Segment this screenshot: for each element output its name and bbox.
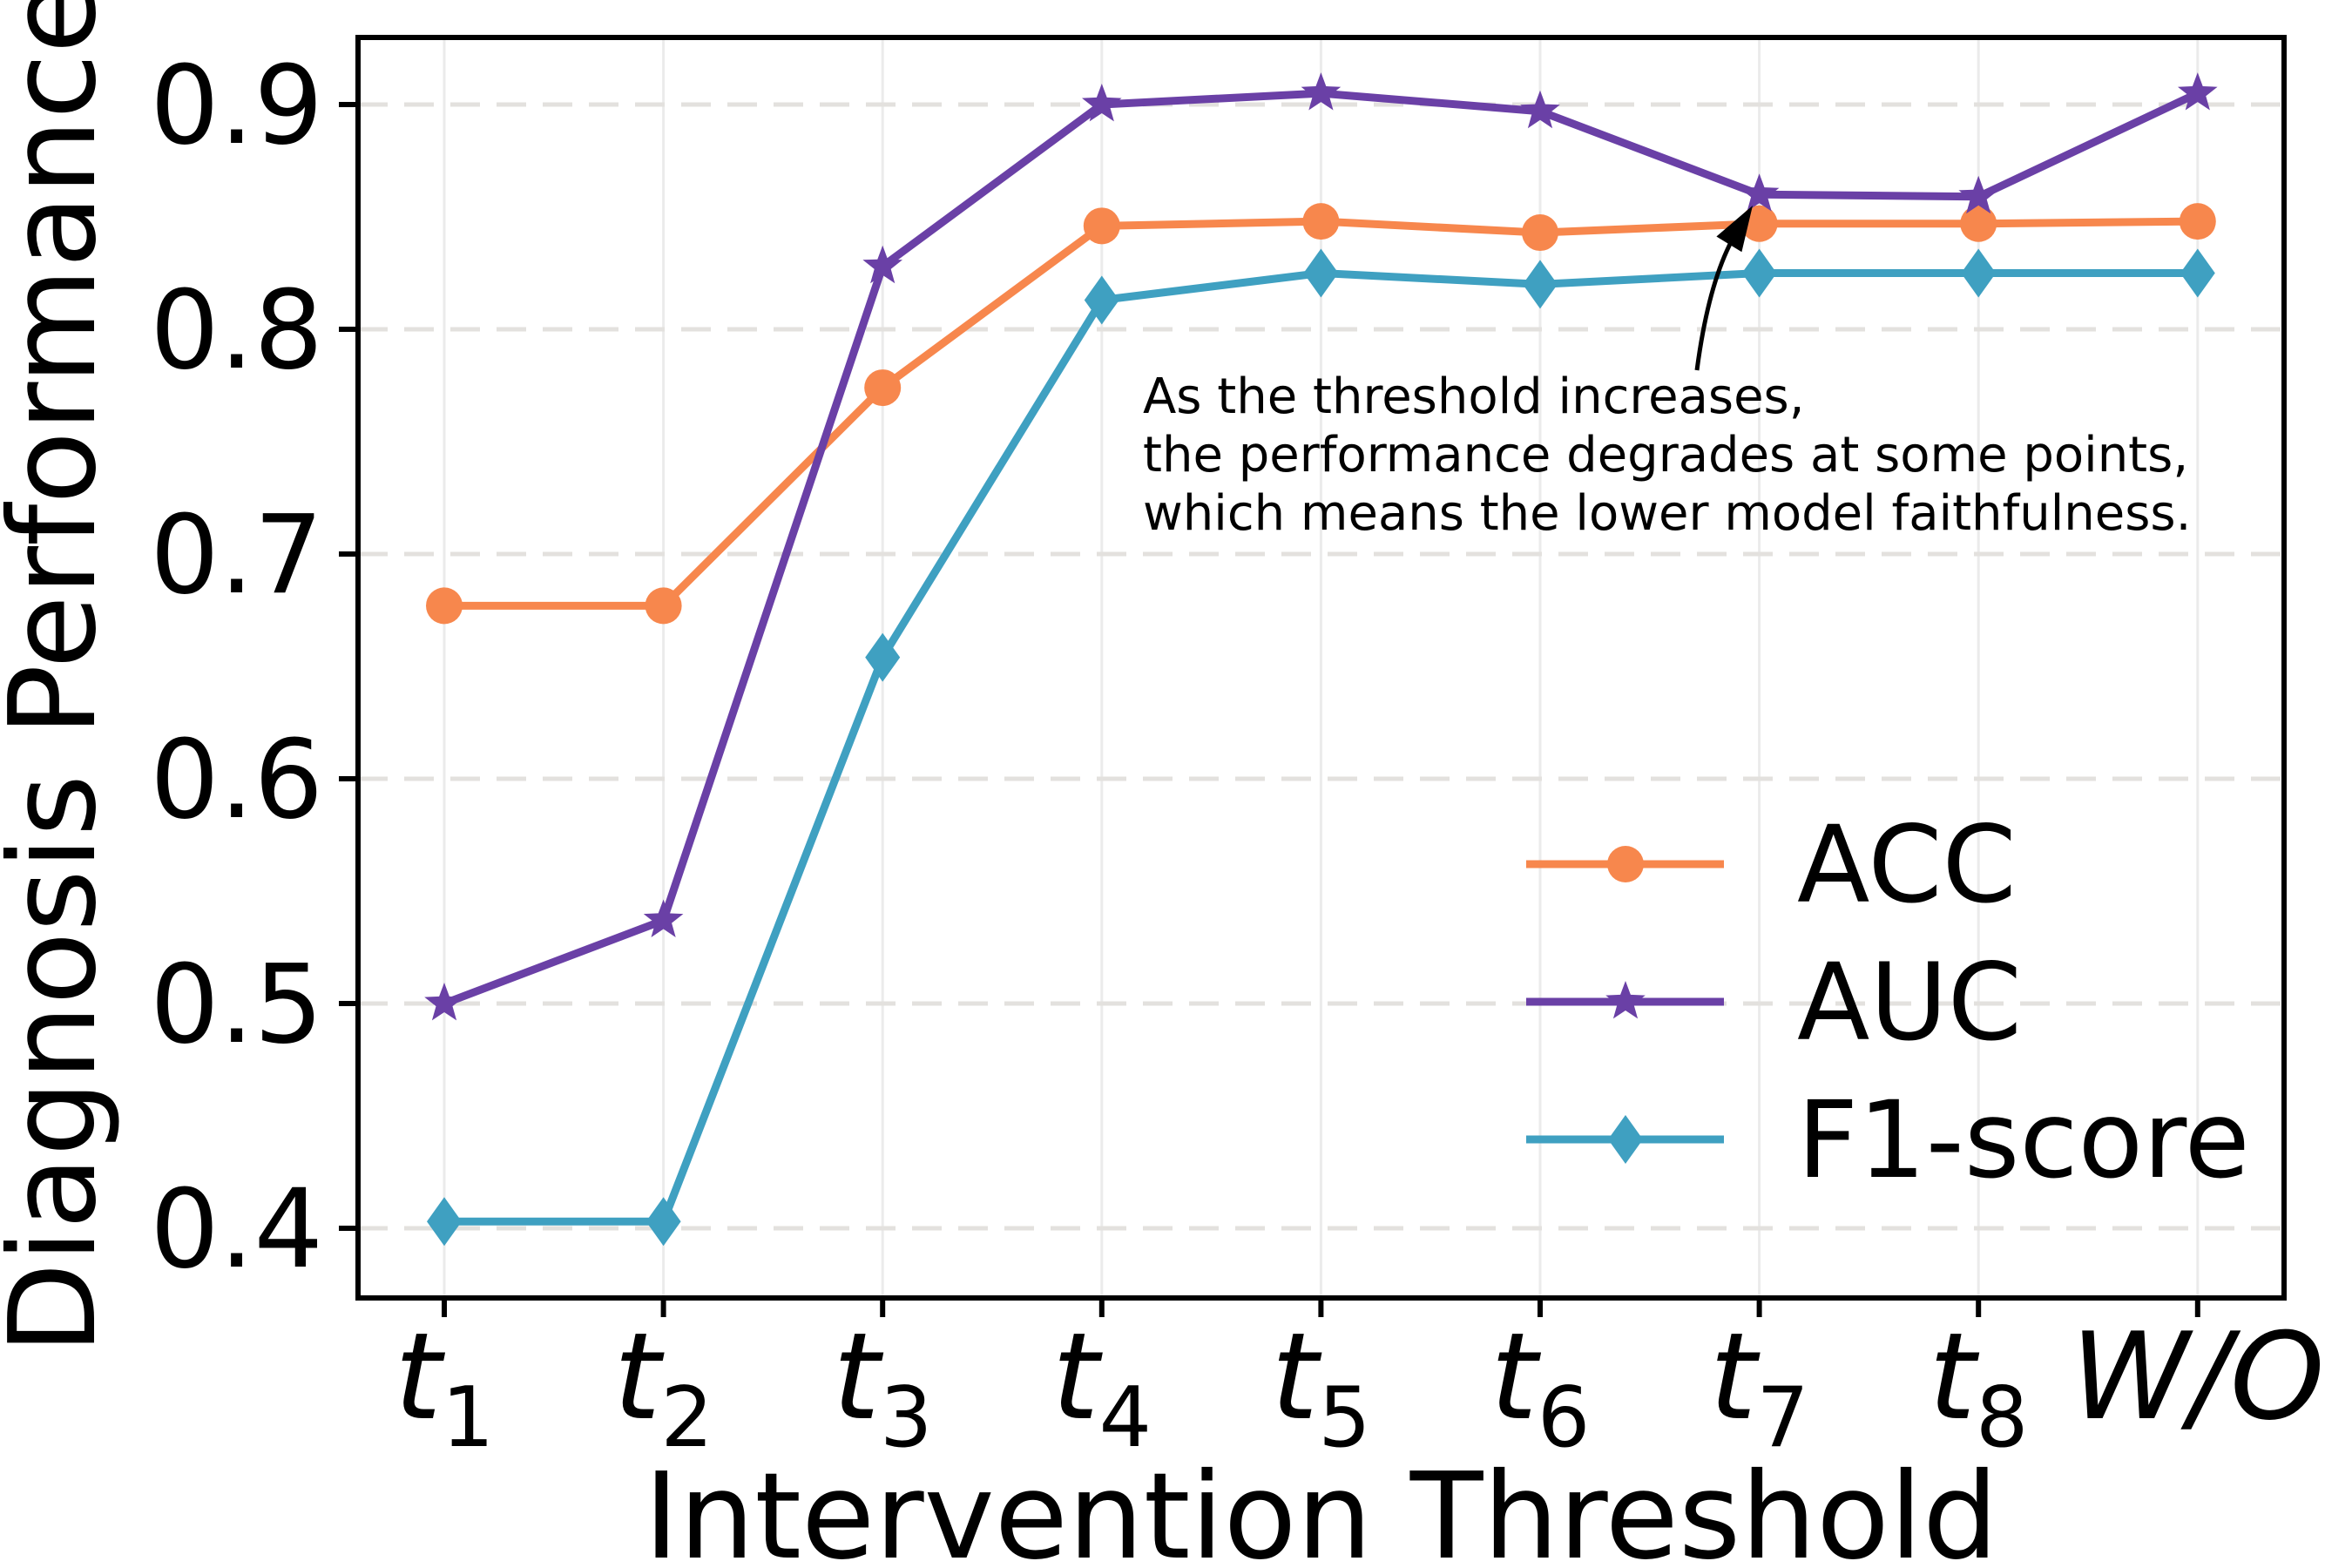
marker-ACC xyxy=(426,587,463,625)
marker-F1-score xyxy=(427,1197,462,1247)
marker-AUC xyxy=(2178,72,2218,111)
marker-ACC xyxy=(1302,203,1340,240)
x-tick-label: t8 xyxy=(1929,1307,2029,1466)
marker-ACC xyxy=(864,369,902,407)
axis-ticks xyxy=(339,102,2200,1317)
y-tick-label: 0.6 xyxy=(150,717,323,843)
legend-label-auc: AUC xyxy=(1797,941,2022,1064)
tick-labels: 0.4 0.5 0.6 0.7 0.8 0.9 t1 t2 t3 t4 t5 t6 t7 t8 W/O xyxy=(150,43,2324,1466)
x-tick-label: W/O xyxy=(2071,1307,2325,1447)
marker-AUC xyxy=(643,899,684,937)
x-tick-label: t4 xyxy=(1052,1307,1152,1466)
annotation-text-line3: which means the lower model faithfulness… xyxy=(1143,485,2191,542)
x-tick-label: t7 xyxy=(1709,1307,1809,1466)
marker-AUC xyxy=(1958,175,1998,214)
marker-AUC xyxy=(862,245,902,284)
data-series xyxy=(424,72,2218,1247)
marker-AUC xyxy=(1301,72,1342,111)
x-tick-label: t6 xyxy=(1490,1307,1591,1466)
annotation-arrow xyxy=(1694,229,1740,371)
x-tick-label: t3 xyxy=(833,1307,933,1466)
y-tick-label: 0.5 xyxy=(150,942,323,1068)
marker-AUC xyxy=(1520,90,1560,129)
legend-swatch-marker-AUC xyxy=(1605,981,1646,1019)
series-F1-score xyxy=(427,248,2215,1247)
annotation-text-line2: the performance degrades at some points, xyxy=(1143,427,2188,483)
annotation-text-line1: As the threshold increases, xyxy=(1143,368,1805,425)
x-tick-label: t2 xyxy=(613,1307,713,1466)
marker-F1-score xyxy=(865,632,901,682)
marker-AUC xyxy=(424,983,464,1021)
plot-border xyxy=(355,35,2287,1301)
marker-F1-score xyxy=(1523,260,1558,309)
y-tick-label: 0.7 xyxy=(150,492,323,618)
legend: ACC AUC F1-score xyxy=(1526,803,2250,1202)
marker-ACC xyxy=(1960,205,1997,242)
y-tick-label: 0.4 xyxy=(150,1166,323,1293)
marker-AUC xyxy=(1082,84,1122,122)
marker-F1-score xyxy=(1303,248,1339,298)
y-tick-label: 0.9 xyxy=(150,43,323,169)
marker-ACC xyxy=(1522,214,1558,252)
annotation-arrowhead-icon xyxy=(1716,206,1753,253)
legend-swatch-marker-F1-score xyxy=(1608,1115,1643,1164)
y-tick-label: 0.8 xyxy=(150,267,323,394)
marker-F1-score xyxy=(645,1197,681,1247)
annotation: As the threshold increases, the performa… xyxy=(1143,206,2191,542)
marker-ACC xyxy=(645,587,682,625)
x-tick-label: t5 xyxy=(1271,1307,1371,1466)
marker-ACC xyxy=(1083,207,1120,245)
marker-AUC xyxy=(1739,173,1780,212)
marker-F1-score xyxy=(1961,248,1997,298)
marker-ACC xyxy=(2179,203,2216,240)
marker-F1-score xyxy=(1084,275,1119,325)
marker-F1-score xyxy=(1741,248,1777,298)
x-axis-label: Intervention Threshold xyxy=(644,1448,1998,1568)
y-axis-label: Diagnosis Performance xyxy=(0,0,123,1355)
legend-label-acc: ACC xyxy=(1797,803,2017,927)
x-tick-label: t1 xyxy=(395,1307,495,1466)
series-AUC xyxy=(424,72,2218,1021)
legend-label-f1: F1-score xyxy=(1797,1078,2250,1202)
marker-F1-score xyxy=(2180,248,2215,298)
series-ACC xyxy=(426,203,2216,625)
legend-swatch-marker-ACC xyxy=(1607,846,1644,882)
